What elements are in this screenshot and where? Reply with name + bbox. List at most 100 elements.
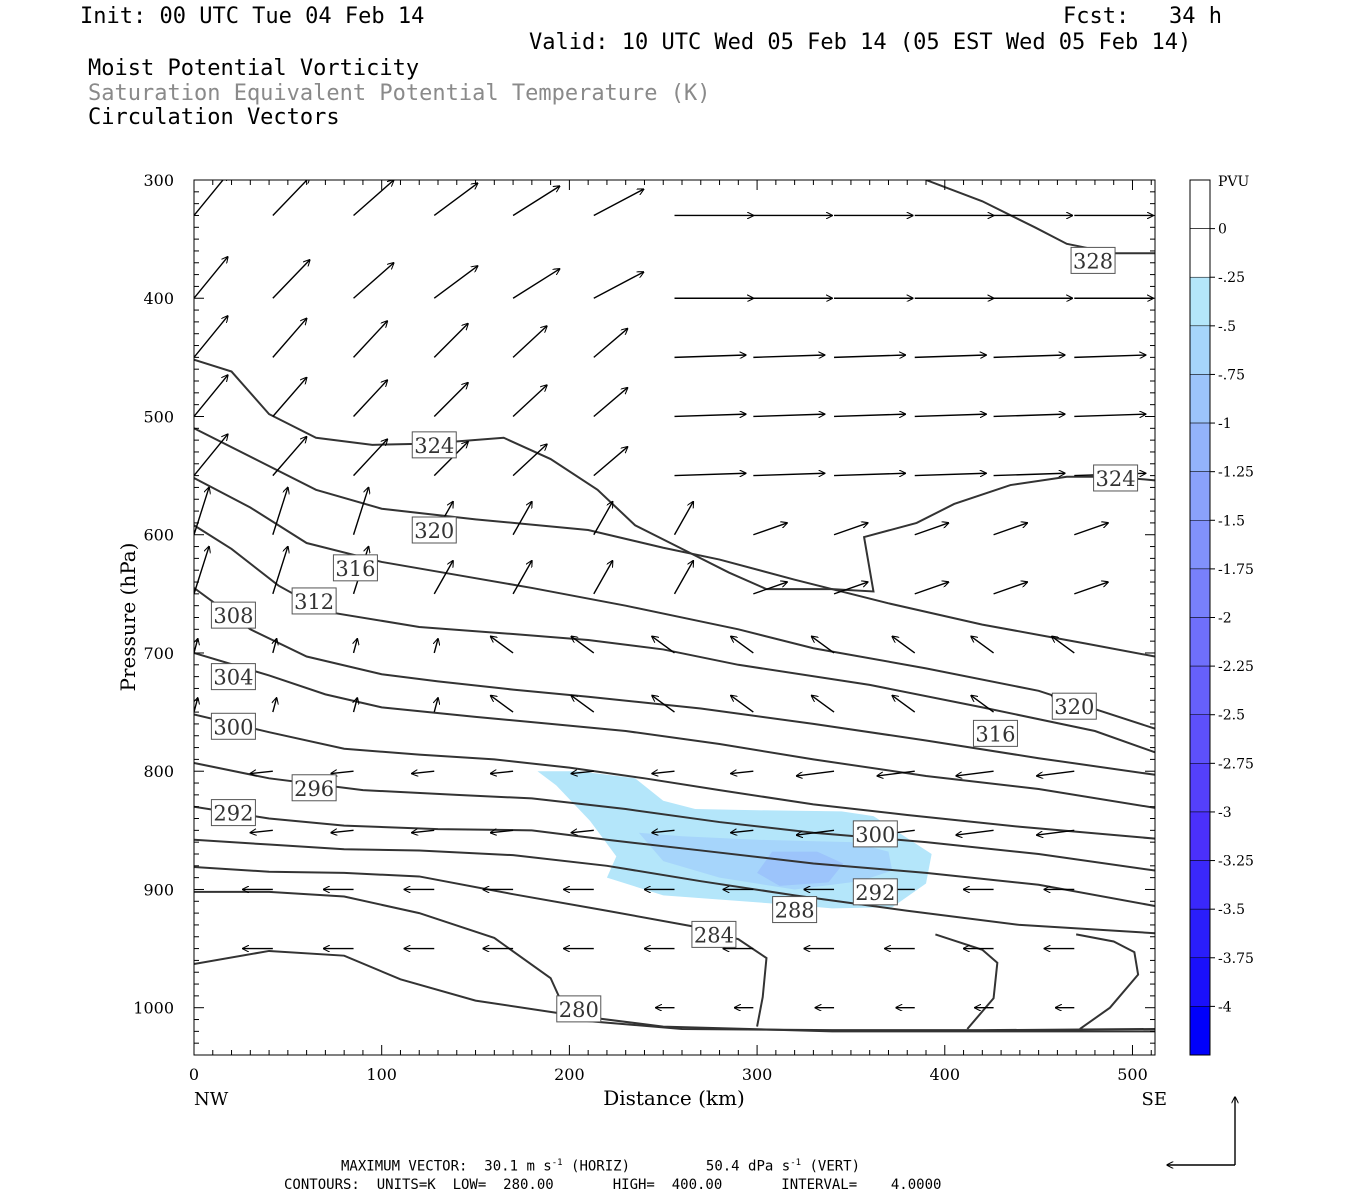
circulation-vector: [956, 770, 994, 776]
contour-label-box: [691, 920, 737, 948]
circulation-vector: [753, 355, 824, 357]
contour-label: 320: [1054, 695, 1094, 719]
contour-label: 324: [1096, 467, 1136, 491]
colorbar-box: [1189, 471, 1211, 521]
contour-label: 300: [213, 715, 253, 739]
circulation-vector: [593, 272, 644, 299]
circulation-vector: [352, 487, 369, 535]
contour-label: 316: [975, 722, 1015, 746]
circulation-vector: [652, 771, 675, 773]
circulation-vector: [892, 636, 916, 654]
circulation-vector: [914, 582, 949, 595]
circulation-vector: [993, 355, 1065, 357]
circulation-vector: [434, 639, 438, 654]
contour-label-box: [556, 995, 602, 1023]
circulation-vector: [433, 266, 477, 299]
contour-line-280-12: [194, 890, 1155, 1032]
contour-line-308-5: [194, 587, 1155, 776]
contour-label-box: [852, 820, 898, 848]
colorbar-box: [1189, 276, 1211, 327]
circulation-vector: [673, 561, 694, 595]
circulation-vector: [1037, 770, 1075, 776]
circulation-vector: [354, 698, 358, 713]
circulation-vector: [354, 639, 358, 654]
circulation-vector: [353, 321, 388, 358]
contour-line-280-14: [1075, 933, 1140, 1030]
circulation-vector: [753, 414, 824, 416]
colorbar-label: -4: [1218, 999, 1232, 1015]
colorbar-box: [1189, 665, 1211, 715]
contour-line-316-3: [194, 477, 1155, 730]
circulation-vector: [914, 355, 986, 357]
circulation-vector: [834, 414, 905, 416]
circulation-vector: [194, 257, 228, 299]
contour-label: 324: [414, 434, 454, 458]
circulation-vector: [833, 582, 868, 595]
contour-label-box: [772, 896, 818, 924]
contour-line-320-2: [194, 427, 1155, 658]
circulation-vector: [353, 180, 394, 216]
y-tick-label: 1000: [133, 999, 174, 1018]
circulation-vector: [593, 329, 628, 358]
circulation-vector: [731, 771, 754, 773]
circulation-vector: [571, 771, 594, 773]
circulation-vector: [272, 260, 310, 299]
colorbar-label: 0: [1218, 222, 1227, 238]
colorbar-label: -1: [1218, 416, 1232, 432]
circulation-vector: [491, 830, 514, 832]
colorbar-label: -.25: [1218, 270, 1245, 286]
circulation-vector: [272, 378, 307, 417]
contour-label: 296: [294, 777, 334, 801]
contour-line-312-4: [194, 524, 1155, 754]
circulation-vector: [571, 636, 595, 654]
vert-exp: -1: [790, 1158, 802, 1168]
circulation-vector: [194, 180, 228, 216]
circulation-vector: [273, 639, 277, 654]
colorbar-box: [1189, 520, 1211, 570]
contour-label-box: [210, 712, 256, 740]
colorbar-box: [1189, 422, 1211, 472]
reference-vector-icon: [1167, 1097, 1235, 1165]
circulation-vector: [812, 636, 835, 654]
circulation-vector: [731, 696, 754, 713]
colorbar-label: -1.75: [1218, 562, 1254, 578]
circulation-vector: [194, 487, 209, 535]
circulation-vector: [353, 439, 388, 477]
x-tick-label: 200: [554, 1065, 585, 1084]
colorbar-box: [1189, 374, 1211, 424]
circulation-vector: [331, 830, 354, 832]
colorbar-label: -3.25: [1218, 854, 1254, 870]
contour-label: 284: [694, 923, 734, 947]
circulation-vector: [993, 473, 1065, 475]
colorbar-label: -3.5: [1218, 902, 1245, 918]
field-title-vectors: Circulation Vectors: [88, 105, 340, 130]
circulation-vector: [753, 473, 824, 475]
circulation-vector: [250, 830, 273, 832]
contour-label: 316: [335, 557, 375, 581]
circulation-vector: [993, 414, 1065, 416]
nw-label: NW: [194, 1089, 229, 1110]
circulation-vector: [272, 437, 307, 477]
x-axis-title: Distance (km): [603, 1086, 745, 1110]
field-title-thetae: Saturation Equivalent Potential Temperat…: [88, 81, 711, 106]
circulation-vector: [272, 180, 310, 216]
colorbar-label: -3: [1218, 805, 1232, 821]
valid-time: Valid: 10 UTC Wed 05 Feb 14 (05 EST Wed …: [529, 30, 1192, 55]
contour-label: 280: [559, 998, 599, 1022]
colorbar-label: -.75: [1218, 367, 1245, 383]
colorbar-box: [1189, 860, 1211, 910]
circulation-vector: [512, 561, 532, 595]
circulation-vector: [434, 698, 438, 713]
field-title-mpv: Moist Potential Vorticity: [88, 56, 420, 81]
circulation-vector: [273, 698, 277, 713]
circulation-vector: [797, 829, 835, 835]
circulation-vector: [593, 189, 644, 217]
circulation-vector: [491, 771, 514, 773]
circulation-vector: [652, 696, 675, 713]
y-tick-label: 600: [143, 526, 174, 545]
contour-label: 300: [855, 823, 895, 847]
circulation-vector: [512, 326, 547, 358]
circulation-vector: [412, 830, 435, 832]
colorbar-box: [1189, 568, 1211, 618]
colorbar-label: -1.5: [1218, 513, 1245, 529]
